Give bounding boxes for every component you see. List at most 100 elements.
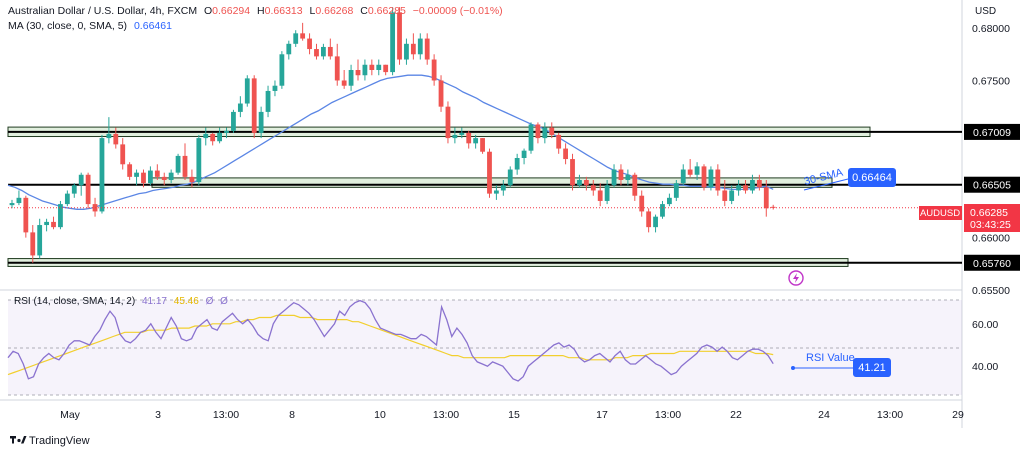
change-value: −0.00009 (−0.01%) [413, 5, 503, 17]
event-flash-icon[interactable] [788, 270, 804, 286]
candle [521, 148, 527, 165]
candle [736, 180, 741, 196]
candle [314, 43, 319, 60]
candle [390, 7, 395, 76]
candle [722, 180, 728, 207]
candle [480, 138, 485, 154]
candle [556, 132, 562, 154]
candle [763, 180, 769, 217]
candle [487, 148, 492, 198]
time-tick-4: 8 [289, 409, 295, 421]
candle [327, 38, 333, 60]
time-tick-8: 17 [596, 409, 608, 421]
candle [514, 153, 520, 175]
candle [445, 101, 451, 144]
candle [362, 59, 368, 81]
candle [300, 22, 306, 41]
candle [750, 174, 755, 194]
candle [251, 75, 257, 139]
candles[interactable] [9, 7, 776, 263]
candle [646, 208, 652, 233]
open-value: 0.66294 [212, 5, 250, 17]
svg-text:MA (30, close, 0, SMA, 5): MA (30, close, 0, SMA, 5) 0.66461 [8, 20, 172, 32]
time-tick-9: 13:00 [655, 409, 681, 421]
candle [431, 54, 437, 86]
candle [715, 164, 721, 196]
rsi-annotation-label: RSI Value [806, 352, 855, 364]
candle [507, 166, 513, 188]
candle [632, 172, 638, 201]
candle [625, 169, 631, 186]
candle [410, 33, 416, 60]
time-axis[interactable]: May 3 13:00 8 10 13:00 15 17 13:00 22 24 13:00 29 [60, 409, 964, 421]
svg-text:Australian Dollar / U.S. Dolla: Australian Dollar / U.S. Dollar, 4h, FXC… [8, 5, 503, 17]
candle [272, 80, 278, 97]
horizontal-levels [8, 130, 962, 264]
time-tick-10: 22 [730, 409, 742, 421]
price-tick-4: 0.65500 [972, 285, 1010, 297]
price-axis[interactable]: USD 0.67009 0.66505 0.65760 0.68000 0.67500 0… [964, 6, 1020, 297]
time-tick-6: 13:00 [433, 409, 459, 421]
candle [466, 130, 472, 149]
candle [743, 180, 748, 194]
candle [224, 127, 229, 139]
candle [494, 185, 499, 200]
currency-label: USD [975, 6, 996, 17]
candle [154, 164, 160, 180]
price-tick-1: 0.68000 [972, 23, 1010, 35]
candle [348, 64, 354, 91]
candle [639, 190, 645, 217]
candle [161, 172, 167, 186]
candle [148, 166, 153, 186]
candle [99, 134, 105, 214]
candle [729, 185, 735, 205]
candle [196, 134, 202, 186]
time-tick-1: May [60, 409, 81, 421]
candle [383, 64, 389, 76]
candle [127, 162, 133, 180]
candle [210, 132, 216, 146]
candle [570, 153, 575, 191]
rsi-annotation-value: 41.21 [858, 362, 886, 374]
candle [244, 75, 250, 107]
candle [667, 193, 672, 207]
current-price-symbol: AUDUSD [920, 208, 960, 219]
candle [701, 164, 707, 191]
tradingview-logo: TradingView [10, 435, 90, 447]
time-tick-13: 29 [952, 409, 964, 421]
candle [85, 172, 91, 209]
candle [611, 164, 617, 188]
candle [473, 134, 479, 149]
candle [563, 143, 568, 165]
level-badge-3 [964, 254, 1020, 271]
ma-annotation: 30-SMA 0.66464 [803, 166, 896, 191]
time-tick-3: 13:00 [213, 409, 239, 421]
candle [307, 33, 312, 55]
candle [535, 122, 541, 144]
time-tick-5: 10 [374, 409, 386, 421]
candle [653, 214, 658, 233]
rsi-axis[interactable]: 60.00 40.00 [972, 319, 998, 373]
level-label-3: 0.65760 [973, 258, 1011, 270]
candle [334, 43, 340, 86]
level-label-2: 0.66505 [973, 180, 1011, 192]
level-badge-2 [964, 176, 1020, 193]
candle [660, 200, 665, 219]
candle [694, 162, 700, 180]
candle [687, 159, 693, 177]
current-price-countdown: 03:43:25 [970, 219, 1011, 231]
candle [113, 127, 119, 149]
candle [542, 122, 548, 144]
candle [78, 172, 84, 196]
candle [175, 153, 181, 175]
candle [417, 33, 423, 60]
candle [618, 164, 624, 186]
rsi-tick-1: 60.00 [972, 319, 998, 331]
candle [424, 33, 430, 65]
candle [577, 174, 582, 188]
current-price-value: 0.66285 [970, 207, 1008, 219]
candle [500, 180, 506, 196]
time-tick-11: 24 [818, 409, 830, 421]
candle [369, 59, 375, 76]
